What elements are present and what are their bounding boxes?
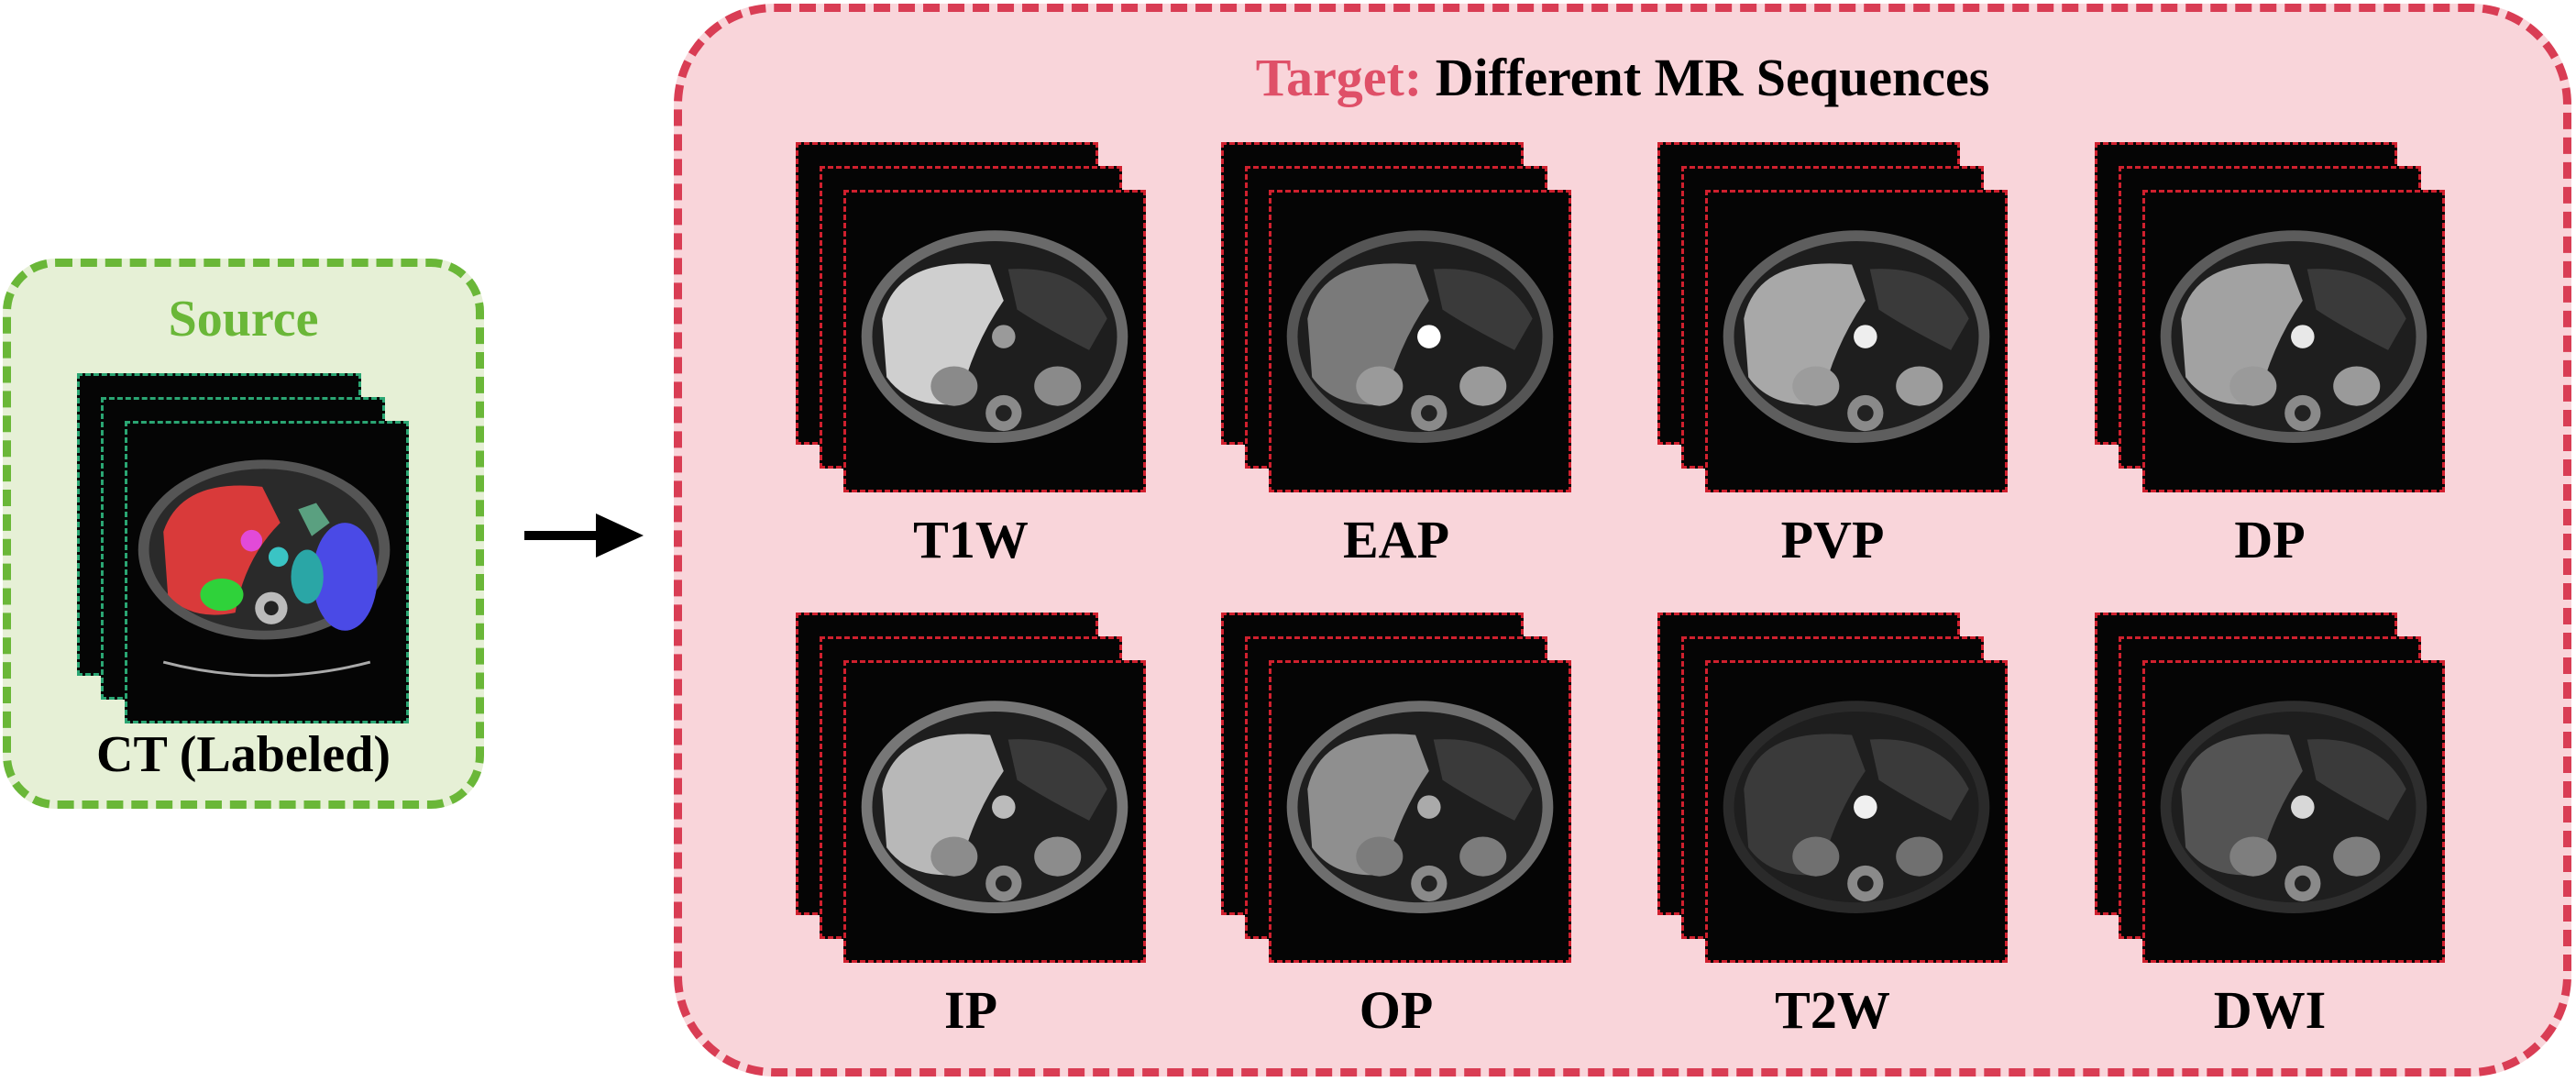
op-mr-image [1271,663,1569,960]
source-panel: Source CT (Labeled) [3,259,484,809]
ip-mr-image [846,663,1143,960]
target-title-rest: Different MR Sequences [1422,48,1990,107]
t1w-slice-front [843,190,1146,492]
eap-slice-front [1269,190,1571,492]
pvp-mr-image [1708,193,2005,490]
eap-mr-image [1271,193,1569,490]
t1w-mr-image [846,193,1143,490]
sequence-label-op: OP [1359,980,1434,1040]
sequence-label-t1w: T1W [913,510,1029,569]
ip-slice-front [843,660,1146,963]
sequence-label-t2w: T2W [1775,980,1890,1040]
sequence-label-ip: IP [944,980,997,1040]
sequence-label-dp: DP [2234,510,2306,569]
pvp-slice-front [1705,190,2008,492]
dwi-mr-image [2145,663,2442,960]
arrow-icon [524,513,644,558]
sequence-label-pvp: PVP [1780,510,1885,569]
sequence-label-dwi: DWI [2213,980,2327,1040]
target-title-prefix: Target: [1255,48,1423,107]
ct-slice-front [125,421,409,723]
dwi-slice-front [2142,660,2445,963]
t2w-slice-front [1705,660,2008,963]
dp-slice-front [2142,190,2445,492]
op-slice-front [1269,660,1571,963]
t2w-mr-image [1708,663,2005,960]
target-title: Target: Different MR Sequences [682,47,2563,108]
dp-mr-image [2145,193,2442,490]
source-caption: CT (Labeled) [96,726,391,783]
sequence-label-eap: EAP [1343,510,1449,569]
source-title: Source [168,291,319,348]
ct-labeled-image [127,424,406,721]
